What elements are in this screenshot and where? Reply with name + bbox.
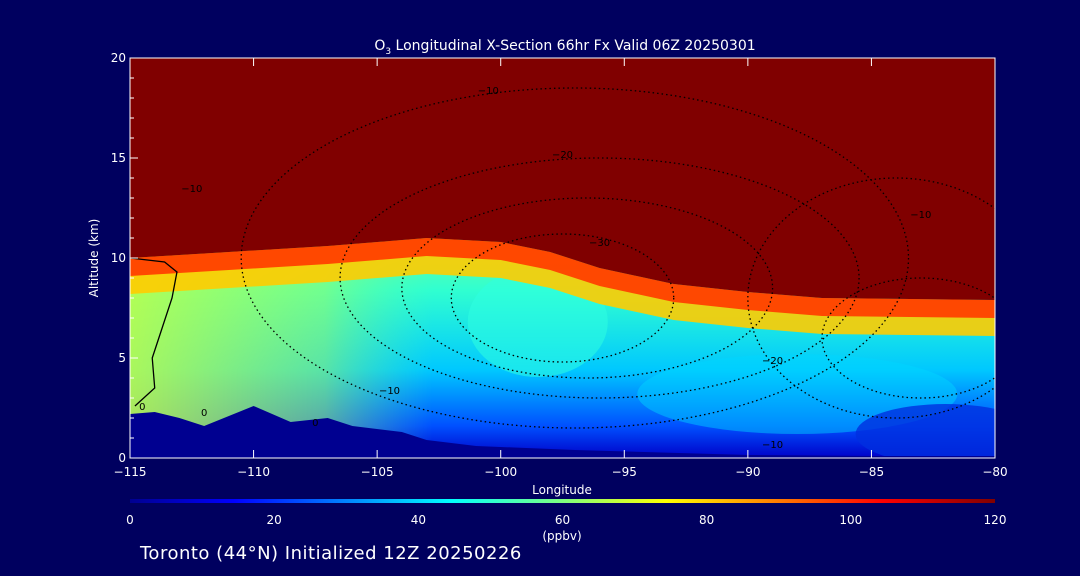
y-tick-label: 5	[118, 351, 126, 365]
contour-label: −10	[910, 210, 931, 221]
y-tick-label: 0	[118, 451, 126, 465]
contour-label: −20	[762, 356, 783, 367]
contour-label: −10	[478, 86, 499, 97]
x-tick-label: −80	[982, 465, 1007, 479]
contour-line	[450, 233, 675, 363]
contour-label: −20	[552, 150, 573, 161]
tropopause-red-band	[130, 238, 995, 318]
x-axis-label: Longitude	[532, 483, 592, 497]
contour-label: −30	[589, 238, 610, 249]
contour-label: 0	[139, 402, 145, 413]
contour-line	[339, 157, 860, 399]
ozone-boundary-low	[855, 404, 995, 458]
colorbar-tick-label: 100	[839, 513, 862, 527]
colorbar-tick-label: 0	[126, 513, 134, 527]
stratosphere-region	[130, 58, 995, 300]
chart-title: O3 Longitudinal X-Section 66hr Fx Valid …	[374, 38, 755, 57]
x-tick-label: −105	[361, 465, 394, 479]
title-rest: Longitudinal X-Section 66hr Fx Valid 06Z…	[391, 38, 756, 54]
title-prefix: O	[374, 38, 385, 54]
colorbar-tick-label: 60	[555, 513, 570, 527]
colorbar-tick-label: 80	[699, 513, 714, 527]
colorbar-tick-label: 40	[411, 513, 426, 527]
contour-label: 0	[201, 408, 207, 419]
x-tick-label: −115	[114, 465, 147, 479]
contour-label: −10	[379, 386, 400, 397]
colorbar-tick-label: 120	[984, 513, 1007, 527]
zero-contour	[130, 257, 178, 407]
contour-line	[401, 197, 774, 379]
y-tick-label: 20	[111, 51, 126, 65]
footer-caption: Toronto (44°N) Initialized 12Z 20250226	[140, 543, 522, 564]
contour-line	[240, 87, 910, 429]
contour-label: −10	[181, 184, 202, 195]
y-axis-label: Altitude (km)	[87, 219, 101, 298]
ozone-low-band	[637, 354, 958, 434]
terrain	[130, 406, 995, 458]
x-tick-label: −85	[859, 465, 884, 479]
y-tick-label: 15	[111, 151, 126, 165]
contour-line	[821, 277, 995, 399]
x-tick-label: −90	[735, 465, 760, 479]
x-tick-label: −95	[612, 465, 637, 479]
contour-label: 0	[312, 418, 318, 429]
x-tick-label: −110	[237, 465, 270, 479]
plot-area	[130, 58, 995, 458]
colorbar: 0 20 40 60 80 100 120	[126, 499, 1006, 527]
x-tick-label: −100	[484, 465, 517, 479]
contour-label: −10	[762, 440, 783, 451]
y-tick-label: 10	[111, 251, 126, 265]
colorbar-unit: (ppbv)	[542, 529, 581, 543]
contour-lines: −10 −10 −20 −30 −10 −20 −10 −10 0 0 0	[130, 86, 995, 451]
title-subscript: 3	[385, 47, 391, 57]
colorbar-ramp	[130, 499, 995, 503]
colorbar-tick-label: 20	[267, 513, 282, 527]
